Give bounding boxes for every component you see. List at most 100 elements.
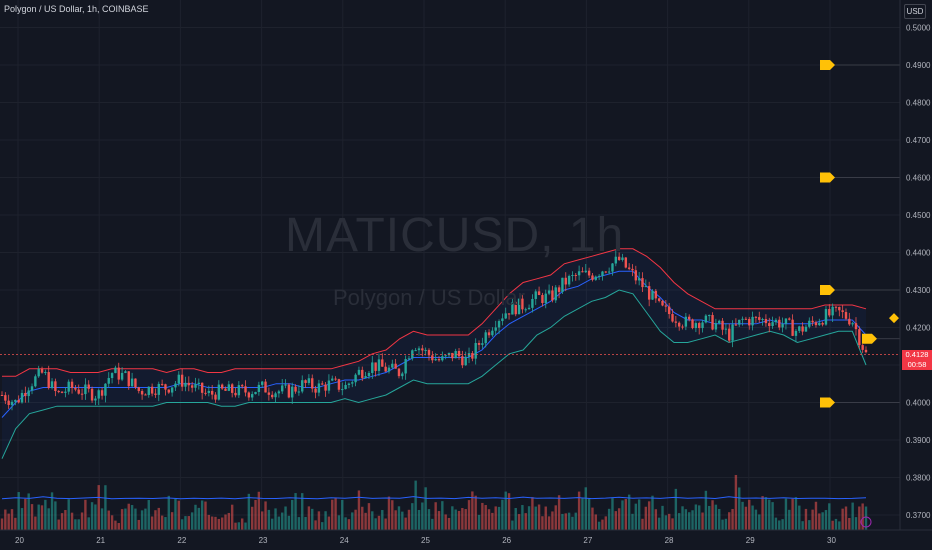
- volume-bar: [704, 490, 708, 530]
- alert-lines[interactable]: [0, 60, 900, 528]
- candle-body: [581, 271, 584, 273]
- alert-bell-icon: [820, 397, 835, 408]
- volume-bar: [741, 501, 744, 530]
- volume-bar: [190, 512, 194, 530]
- candle-body: [694, 323, 698, 329]
- volume-bar: [291, 499, 294, 530]
- volume-bar: [157, 507, 160, 530]
- candle-body: [110, 373, 114, 379]
- candle-body: [4, 395, 7, 401]
- volume-bar: [651, 495, 654, 530]
- volume-bar: [517, 514, 521, 530]
- candle-body: [237, 385, 241, 396]
- candle-body: [681, 326, 684, 328]
- volume-bar: [117, 523, 120, 530]
- volume-bar: [14, 517, 17, 530]
- candle-body: [571, 274, 574, 276]
- volume-bar: [557, 495, 561, 530]
- candle-body: [821, 322, 824, 325]
- volume-bar: [4, 509, 7, 530]
- volume-bar: [247, 493, 251, 530]
- candle-body: [324, 384, 327, 391]
- candle-body: [180, 374, 184, 387]
- volume-bar: [521, 505, 524, 530]
- volume-bar: [617, 508, 621, 530]
- time-axis[interactable]: 20 21 22 23 24 25 26 27 28 29 30: [0, 529, 932, 545]
- candle-body: [734, 324, 738, 326]
- volume-bar: [701, 512, 704, 530]
- candle-body: [187, 382, 191, 386]
- volume-bar: [377, 515, 381, 530]
- volume-bar: [607, 508, 611, 530]
- candle-body: [614, 256, 618, 264]
- price-axis[interactable]: 0.5000 0.4900 0.4800 0.4700 0.4600 0.4500 0.44…: [899, 0, 931, 530]
- candle-body: [781, 323, 784, 328]
- volume-bar: [527, 506, 531, 530]
- volume-bar: [137, 519, 140, 530]
- candle-body: [367, 373, 371, 377]
- volume-bar: [317, 511, 321, 530]
- volume-bar: [637, 499, 641, 530]
- volume-bar: [504, 491, 507, 530]
- volume-bar: [601, 519, 604, 530]
- volume-bar: [677, 513, 681, 530]
- candle-body: [384, 366, 387, 372]
- candle-body: [484, 332, 487, 344]
- volume-bar: [371, 511, 374, 530]
- band-fill: [2, 248, 866, 459]
- volume-bar: [734, 474, 738, 530]
- candle-body: [197, 382, 201, 385]
- price-tick-label: 0.4700: [906, 136, 931, 145]
- price-tick-label: 0.4400: [906, 249, 931, 258]
- volume-bar: [130, 505, 134, 530]
- candle-body: [97, 390, 100, 399]
- candle-body: [437, 359, 441, 361]
- candle-body: [287, 384, 291, 398]
- volume-bar: [531, 497, 534, 530]
- volume-bar: [240, 518, 244, 530]
- volume-bar: [534, 506, 537, 530]
- volume-bar: [87, 517, 90, 530]
- candle-body: [64, 391, 67, 393]
- candle-body: [250, 394, 254, 398]
- candle-body: [751, 316, 754, 326]
- volume-bar: [27, 493, 30, 530]
- volume-bar: [644, 506, 648, 530]
- volume-bar: [177, 500, 181, 530]
- price-tick-label: 0.5000: [906, 24, 931, 33]
- candle-body: [708, 315, 711, 317]
- grid-lines: [0, 0, 900, 530]
- volume-bar: [40, 505, 44, 530]
- volume-bar: [311, 508, 314, 530]
- candle-body: [464, 356, 467, 366]
- volume-bar: [577, 491, 581, 530]
- candle-body: [210, 390, 214, 395]
- alert-bell-icon: [820, 60, 835, 70]
- volume-bar: [120, 509, 124, 530]
- candle-body: [674, 321, 678, 323]
- price-tick-label: 0.4200: [906, 324, 931, 333]
- candle-body: [791, 319, 794, 336]
- candle-body: [454, 350, 457, 359]
- candle-body: [407, 358, 411, 360]
- candle-body: [738, 319, 741, 325]
- volume-bar: [307, 506, 311, 530]
- candle-body: [34, 376, 37, 387]
- volume-bar: [30, 504, 34, 530]
- volume-bar: [574, 512, 577, 530]
- candle-body: [731, 324, 734, 341]
- volume-bar: [267, 509, 271, 530]
- volume-bar: [301, 493, 304, 530]
- candle-body: [527, 307, 531, 310]
- candle-body: [814, 322, 818, 326]
- volume-ma-line: [1, 496, 867, 500]
- candle-body: [297, 391, 301, 393]
- candle-body: [574, 274, 577, 276]
- volume-bar: [34, 516, 37, 530]
- volume-bar: [687, 512, 691, 530]
- currency-button[interactable]: USD: [904, 4, 926, 19]
- volume-bar: [844, 506, 848, 530]
- candle-body: [557, 287, 561, 292]
- candle-body: [130, 378, 134, 387]
